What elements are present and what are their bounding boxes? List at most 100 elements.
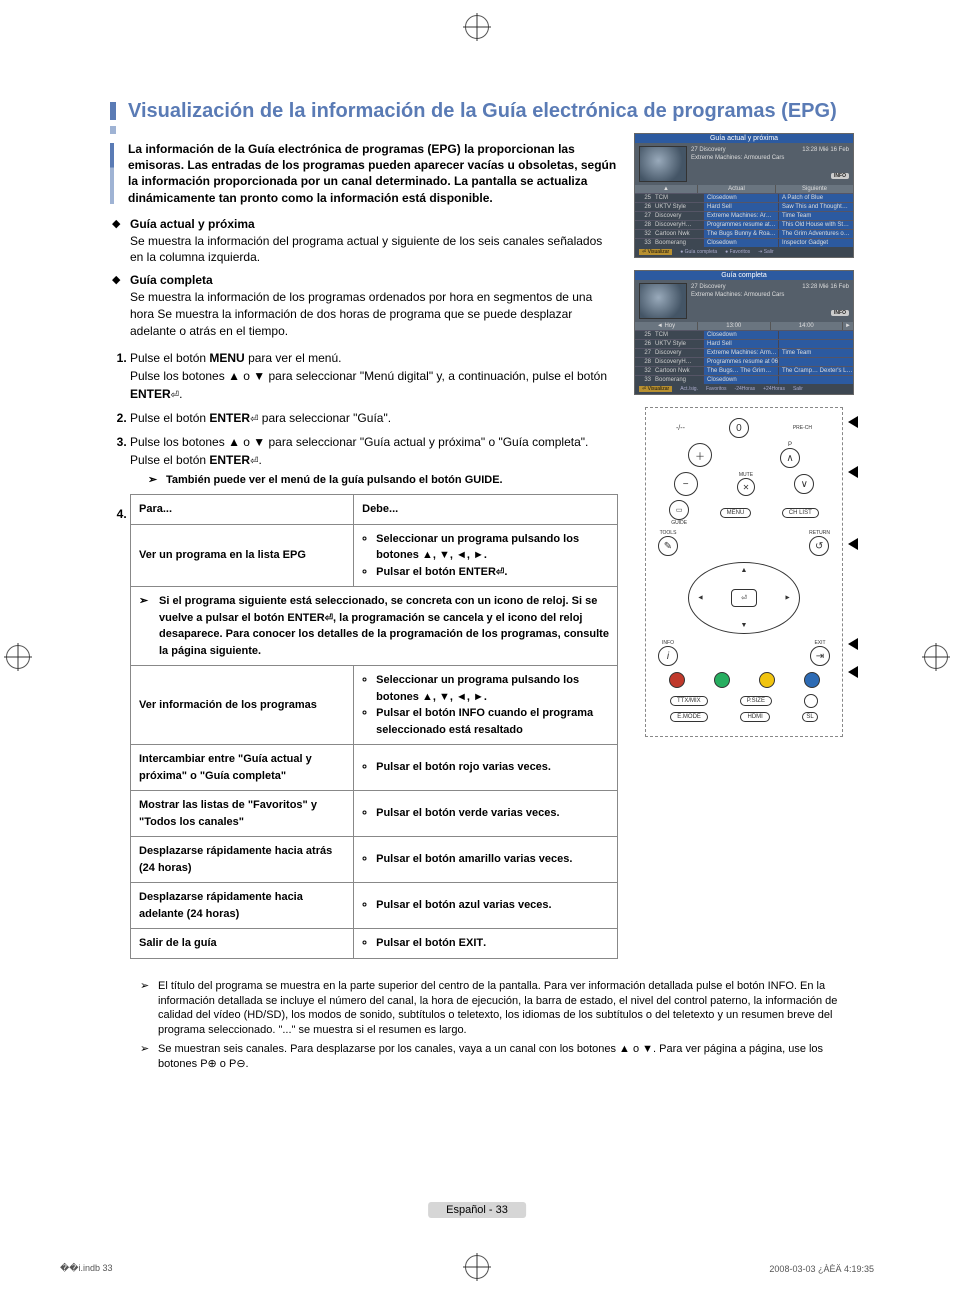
table-header-left: Para... (131, 495, 354, 525)
step-1-body: Pulse el botón MENU para ver el menú. Pu… (130, 351, 607, 401)
remote-marker-colors (848, 666, 858, 678)
diamond-icon: ◆ (112, 273, 120, 288)
section-title: Visualización de la información de la Gu… (120, 100, 854, 123)
dpad-down-icon: ▼ (741, 622, 748, 629)
remote-guide-label: GUIDE (669, 520, 689, 526)
registration-mark-left (6, 645, 30, 669)
bottom-notes: ➢ El título del programa se muestra en l… (110, 979, 854, 1072)
list-item: Pulsar el botón EXIT. (376, 935, 609, 952)
remote-return-icon: ↺ (809, 536, 829, 556)
remote-red-button (669, 672, 685, 688)
table-cell-left: Desplazarse rápidamente hacia adelante (… (131, 883, 354, 929)
bottom-note-1: ➢ El título del programa se muestra en l… (140, 979, 854, 1038)
table-cell-left: Ver un programa en la lista EPG (131, 524, 354, 587)
epg-row: 32Cartoon Nwk The Bugs… The Grim…The Cra… (635, 366, 853, 375)
diamond-icon: ◆ (112, 217, 120, 232)
list-item: Seleccionar un programa pulsando los bot… (376, 672, 609, 705)
list-item: Pulsar el botón verde varias veces. (376, 805, 609, 822)
table-header-right: Debe... (354, 495, 618, 525)
bottom-note-2: ➢ Se muestran seis canales. Para desplaz… (140, 1042, 854, 1072)
remote-p-label: P (780, 442, 800, 448)
dpad-enter-icon: ⏎ (731, 589, 757, 607)
bullet-head: Guía actual y próxima (130, 217, 255, 231)
step-2-body: Pulse el botón ENTER⏎ para seleccionar "… (130, 411, 391, 425)
table-cell-right: Pulsar el botón amarillo varias veces. (354, 837, 618, 883)
epg2-header-info: 27 Discovery13:28 Mié 16 Feb Extreme Mac… (691, 284, 849, 317)
bullet-item: ◆ Guía actual y próxima Se muestra la in… (130, 216, 618, 266)
step-1: Pulse el botón MENU para ver el menú. Pu… (130, 349, 618, 403)
note-arrow-icon: ➢ (139, 593, 148, 610)
note-arrow-icon: ➢ (140, 1042, 149, 1057)
epg2-footer: ⏎ Visualizar Act./sig. Favoritos -24Hora… (635, 384, 853, 394)
epg1-header-info: 27 Discovery13:28 Mié 16 Feb Extreme Mac… (691, 147, 849, 180)
step-3-note: ➢ También puede ver el menú de la guía p… (148, 473, 618, 488)
remote-emode: E.MODE (670, 712, 708, 722)
remote-ch-down: ∨ (794, 474, 814, 494)
registration-mark-bottom (465, 1255, 489, 1279)
registration-mark-top (465, 15, 489, 39)
remote-tools-icon: ✎ (658, 536, 678, 556)
list-item: Pulsar el botón INFO cuando el programa … (376, 705, 609, 738)
table-row: ➢ Si el programa siguiente está seleccio… (131, 587, 618, 666)
epg-row: 33Boomerang Closedown (635, 375, 853, 384)
remote-vol-up: ＋ (688, 443, 712, 467)
table-row: Intercambiar entre "Guía actual y próxim… (131, 745, 618, 791)
epg-row: 33Boomerang ClosedownInspector Gadget (635, 238, 853, 247)
remote-dash: -/-- (676, 425, 685, 432)
remote-yellow-button (759, 672, 775, 688)
print-footer-right: 2008-03-03 ¿ÀÈÄ 4:19:35 (769, 1264, 874, 1274)
remote-zero: 0 (729, 418, 749, 438)
remote-return-label: RETURN (809, 530, 830, 536)
remote-ch-up: ∧ (780, 448, 800, 468)
remote-pre-ch-label: PRE-CH (793, 425, 812, 431)
epg-row: 25TCM Closedown (635, 330, 853, 339)
dpad-up-icon: ▲ (741, 567, 748, 574)
remote-color-buttons (654, 672, 834, 688)
table-cell-right: Seleccionar un programa pulsando los bot… (354, 666, 618, 745)
remote-info-icon: i (658, 646, 678, 666)
table-cell-left: Desplazarse rápidamente hacia atrás (24 … (131, 837, 354, 883)
epg-row: 32Cartoon Nwk The Bugs Bunny & Roa…The G… (635, 229, 853, 238)
epg1-title: Guía actual y próxima (635, 134, 853, 143)
remote-tools-label: TOOLS (658, 530, 678, 536)
table-row: Salir de la guíaPulsar el botón EXIT. (131, 929, 618, 959)
remote-marker-ch (848, 466, 858, 478)
table-cell-right: Pulsar el botón azul varias veces. (354, 883, 618, 929)
step-2: Pulse el botón ENTER⏎ para seleccionar "… (130, 409, 618, 427)
table-row: Mostrar las listas de "Favoritos" y "Tod… (131, 791, 618, 837)
dpad-right-icon: ► (784, 595, 791, 602)
epg-row: 26UKTV Style Hard SellSaw This and Thoug… (635, 202, 853, 211)
remote-ttx: TTX/MIX (670, 696, 708, 706)
remote-marker-guide (848, 538, 858, 550)
print-footer-left: ��i.indb 33 (60, 1263, 112, 1274)
bullet-body: Se muestra la información de los program… (130, 290, 592, 338)
remote-mute-label: MUTE (737, 472, 755, 478)
table-row: Desplazarse rápidamente hacia atrás (24 … (131, 837, 618, 883)
table-cell-left: Ver información de los programas (131, 666, 354, 745)
list-item: Seleccionar un programa pulsando los bot… (376, 531, 609, 564)
list-item: Pulsar el botón amarillo varias veces. (376, 851, 609, 868)
step-3: Pulse los botones ▲ o ▼ para seleccionar… (130, 433, 618, 488)
epg2-thumbnail (639, 283, 687, 319)
remote-psize: P.SIZE (740, 696, 772, 706)
remote-sl: SL (802, 712, 817, 722)
epg-row: 28DiscoveryH… Programmes resume at…This … (635, 220, 853, 229)
remote-menu: MENU (720, 508, 752, 518)
table-cell-right: Pulsar el botón verde varias veces. (354, 791, 618, 837)
note-arrow-icon: ➢ (140, 979, 149, 994)
bullet-head: Guía completa (130, 273, 213, 287)
registration-mark-right (924, 645, 948, 669)
page-footer: Español - 33 (428, 1202, 526, 1218)
remote-marker-power (848, 416, 858, 428)
steps-list: Pulse el botón MENU para ver el menú. Pu… (110, 349, 618, 958)
intro-paragraph: La información de la Guía electrónica de… (128, 141, 618, 206)
epg1-thumbnail (639, 146, 687, 182)
step-3-body: Pulse los botones ▲ o ▼ para seleccionar… (130, 435, 588, 467)
table-cell-right: Seleccionar un programa pulsando los bot… (354, 524, 618, 587)
section-title-wrap: Visualización de la información de la Gu… (110, 100, 854, 123)
bottom-note-2-text: Se muestran seis canales. Para desplazar… (158, 1043, 823, 1070)
epg-row: 25TCM ClosedownA Patch of Blue (635, 193, 853, 202)
table-row: Desplazarse rápidamente hacia adelante (… (131, 883, 618, 929)
epg1-footer: ⏎ Visualizar ● Guía completa ● Favoritos… (635, 247, 853, 257)
bottom-note-1-text: El título del programa se muestra en la … (158, 980, 837, 1037)
